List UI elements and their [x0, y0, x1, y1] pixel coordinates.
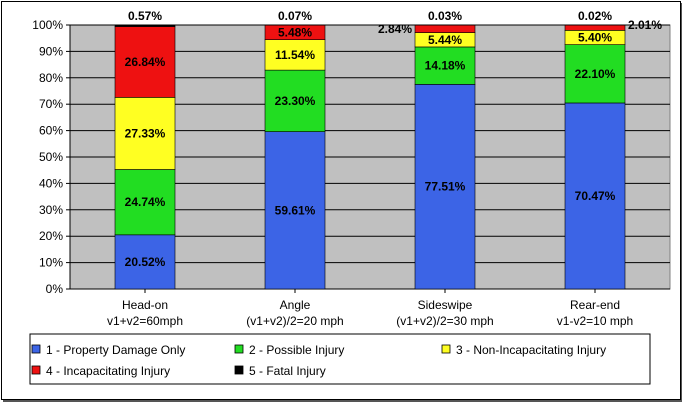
- legend-swatch: [235, 345, 243, 353]
- data-label: 23.30%: [275, 94, 316, 108]
- data-label: 5.40%: [578, 30, 612, 44]
- x-category-label: v1+v2=60mph: [107, 314, 183, 328]
- data-label: 24.74%: [125, 195, 166, 209]
- bar-segment: [115, 25, 175, 27]
- x-category-label: v1-v2=10 mph: [557, 314, 633, 328]
- legend-swatch: [32, 366, 40, 374]
- x-category-label: Head-on: [122, 298, 168, 312]
- data-label: 0.03%: [428, 9, 462, 23]
- data-label: 26.84%: [125, 55, 166, 69]
- data-label: 70.47%: [575, 189, 616, 203]
- data-label: 5.44%: [428, 33, 462, 47]
- stacked-bar-chart: 0% 10% 20% 30% 40% 50% 60% 70% 80% 90% 100% 20.52%…: [2, 2, 680, 399]
- legend-swatch: [32, 345, 40, 353]
- data-label: 0.02%: [578, 9, 612, 23]
- data-label: 27.33%: [125, 126, 166, 140]
- legend-label: 3 - Non-Incapacitating Injury: [456, 343, 606, 357]
- data-label: 59.61%: [275, 203, 316, 217]
- bar-segment: [415, 25, 475, 32]
- legend-label: 5 - Fatal Injury: [249, 364, 326, 378]
- y-tick-label: 0%: [46, 282, 64, 296]
- x-category-label: Angle: [280, 298, 311, 312]
- data-label: 14.18%: [425, 59, 466, 73]
- y-tick-label: 40%: [39, 176, 63, 190]
- x-axis-categories: Head-on v1+v2=60mph Angle (v1+v2)/2=20 mph S…: [107, 298, 633, 328]
- legend-label: 4 - Incapacitating Injury: [46, 364, 170, 378]
- data-label: 22.10%: [575, 67, 616, 81]
- data-label: 20.52%: [125, 255, 166, 269]
- y-tick-label: 100%: [32, 18, 63, 32]
- legend-label: 2 - Possible Injury: [249, 343, 344, 357]
- data-label: 0.57%: [128, 9, 162, 23]
- data-label: 11.54%: [275, 48, 315, 62]
- legend-swatch: [442, 345, 450, 353]
- legend-swatch: [235, 366, 243, 374]
- data-label: 0.07%: [278, 9, 312, 23]
- y-tick-label: 80%: [39, 71, 63, 85]
- x-category-label: (v1+v2)/2=30 mph: [396, 314, 493, 328]
- x-category-label: (v1+v2)/2=20 mph: [246, 314, 343, 328]
- data-label: 2.01%: [628, 18, 662, 32]
- data-label: 2.84%: [378, 22, 412, 36]
- y-tick-label: 70%: [39, 97, 63, 111]
- x-category-label: Sideswipe: [418, 298, 473, 312]
- y-tick-label: 60%: [39, 124, 63, 138]
- y-tick-label: 20%: [39, 229, 63, 243]
- x-category-label: Rear-end: [570, 298, 620, 312]
- legend-label: 1 - Property Damage Only: [46, 343, 185, 357]
- legend: 1 - Property Damage Only 2 - Possible Inj…: [30, 334, 650, 384]
- data-label: 77.51%: [425, 180, 466, 194]
- y-tick-label: 50%: [39, 150, 63, 164]
- y-tick-label: 90%: [39, 44, 63, 58]
- y-axis-ticks: 0% 10% 20% 30% 40% 50% 60% 70% 80% 90% 100%: [32, 18, 70, 296]
- y-tick-label: 30%: [39, 203, 63, 217]
- data-label: 5.48%: [278, 25, 312, 39]
- y-tick-label: 10%: [39, 256, 63, 270]
